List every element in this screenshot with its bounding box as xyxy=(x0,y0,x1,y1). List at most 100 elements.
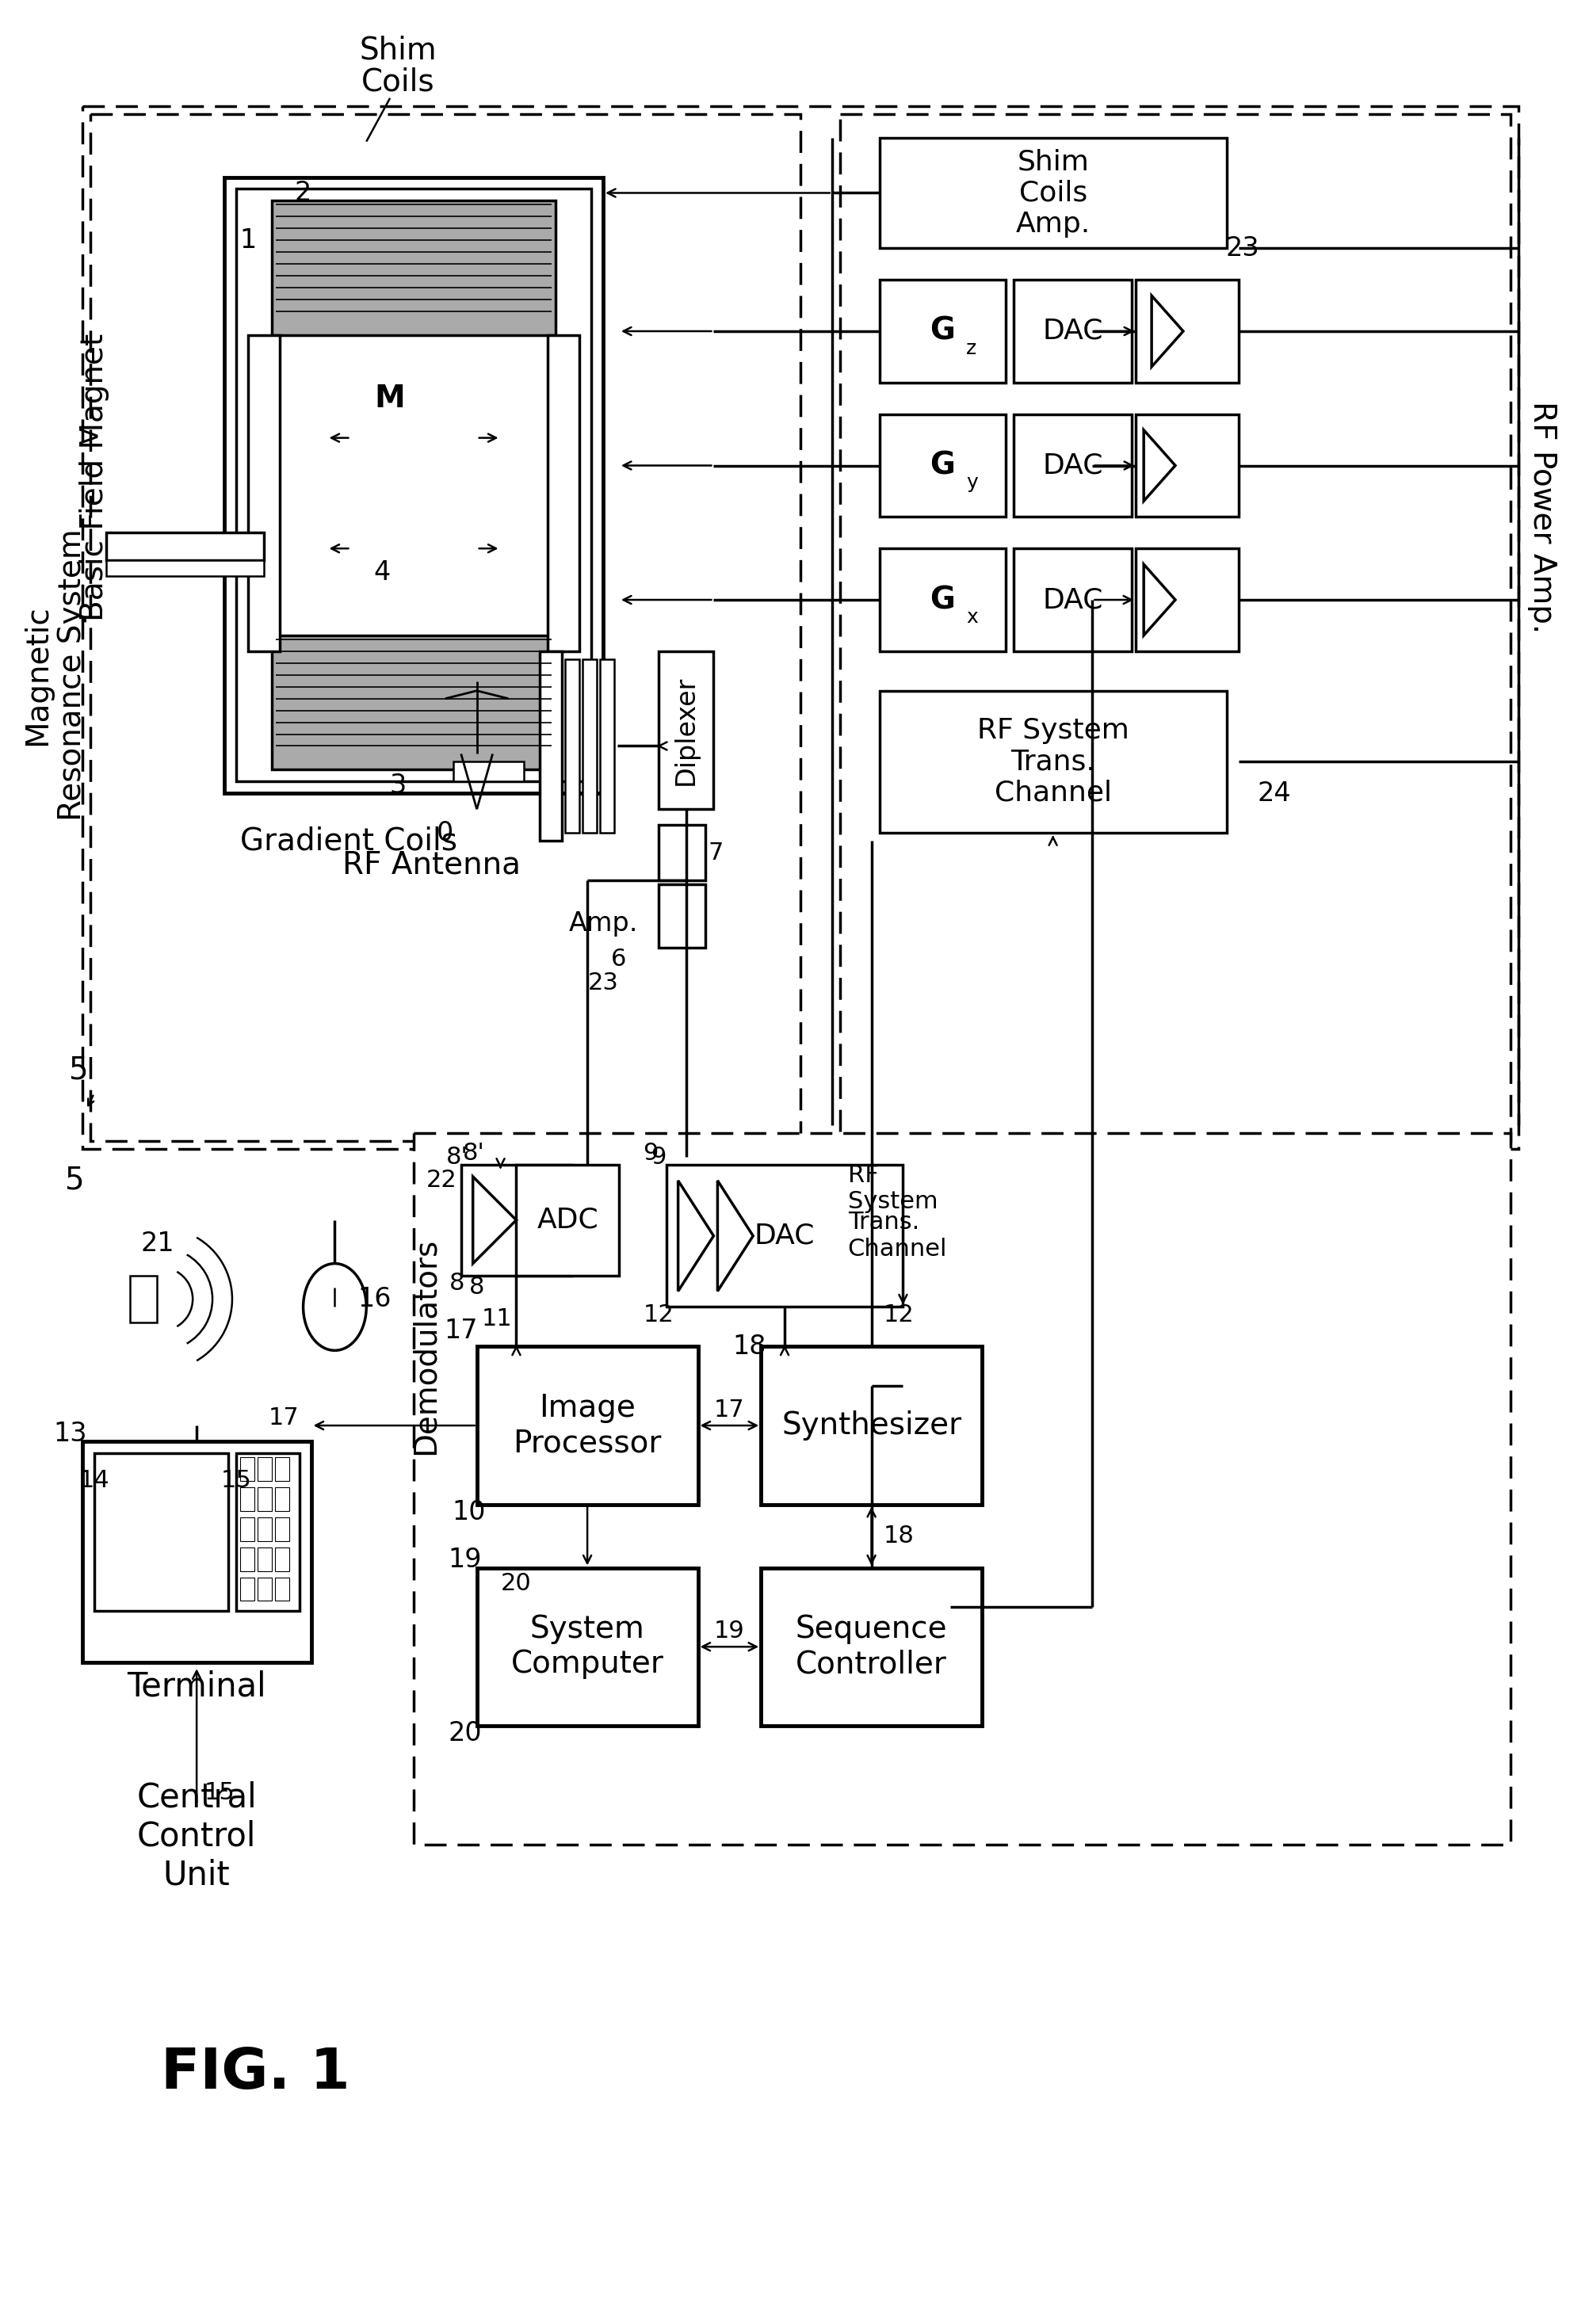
Bar xyxy=(106,560,264,576)
Text: 12: 12 xyxy=(883,1304,914,1327)
Bar xyxy=(106,532,264,560)
Text: 6: 6 xyxy=(610,948,626,971)
Bar xyxy=(257,1518,272,1541)
Text: G: G xyxy=(930,451,955,481)
Text: G: G xyxy=(930,316,955,346)
Bar xyxy=(237,1452,299,1611)
Polygon shape xyxy=(1150,295,1182,367)
Bar xyxy=(272,200,556,335)
Text: RF System
Trans.
Channel: RF System Trans. Channel xyxy=(977,718,1128,806)
Text: Diplexer: Diplexer xyxy=(672,676,699,786)
Bar xyxy=(1014,548,1131,651)
Text: DAC: DAC xyxy=(1042,318,1103,344)
Bar xyxy=(91,114,799,1141)
Bar xyxy=(94,1452,229,1611)
Bar xyxy=(240,1548,254,1571)
Text: Coils: Coils xyxy=(361,67,434,98)
Text: FIG. 1: FIG. 1 xyxy=(160,2045,350,2101)
Text: 9: 9 xyxy=(642,1141,658,1164)
Text: Central
Control
Unit: Central Control Unit xyxy=(137,1780,256,1892)
Text: Demodulators: Demodulators xyxy=(410,1239,440,1455)
Text: Shim: Shim xyxy=(359,35,437,65)
Text: Amp.: Amp. xyxy=(569,911,637,937)
Text: 23: 23 xyxy=(1225,235,1258,260)
Text: 17: 17 xyxy=(269,1406,299,1429)
Text: Sequence
Controller: Sequence Controller xyxy=(794,1615,947,1680)
Text: G: G xyxy=(930,586,955,616)
Text: Trans.
Channel: Trans. Channel xyxy=(847,1211,947,1260)
Bar xyxy=(257,1487,272,1511)
Text: 19: 19 xyxy=(448,1548,481,1573)
Bar xyxy=(275,1548,289,1571)
Text: 0: 0 xyxy=(437,820,453,846)
Text: 24: 24 xyxy=(1257,781,1290,806)
Bar xyxy=(1014,279,1131,383)
Text: 17: 17 xyxy=(713,1399,744,1422)
Text: 20: 20 xyxy=(501,1571,531,1594)
Bar xyxy=(839,114,1510,1141)
Text: 17: 17 xyxy=(443,1318,478,1343)
Bar xyxy=(272,634,556,769)
Bar xyxy=(257,1578,272,1601)
Text: 19: 19 xyxy=(713,1620,744,1643)
Bar xyxy=(83,107,1517,1148)
Text: 11: 11 xyxy=(481,1308,512,1329)
Bar xyxy=(240,1457,254,1480)
Bar xyxy=(83,1441,311,1662)
Bar xyxy=(761,1569,982,1727)
Text: DAC: DAC xyxy=(753,1222,815,1250)
Bar xyxy=(275,1578,289,1601)
Text: M: M xyxy=(375,383,405,414)
Bar xyxy=(275,1518,289,1541)
Text: 21: 21 xyxy=(140,1232,175,1257)
Polygon shape xyxy=(717,1181,753,1292)
Text: Terminal: Terminal xyxy=(127,1669,265,1703)
Text: System
Computer: System Computer xyxy=(510,1615,664,1680)
Text: 18: 18 xyxy=(883,1525,914,1548)
Text: Basic Field Magnet: Basic Field Magnet xyxy=(79,335,110,621)
Bar xyxy=(548,335,578,651)
Text: 5: 5 xyxy=(65,1167,84,1195)
Bar xyxy=(879,690,1227,832)
Text: ADC: ADC xyxy=(537,1206,597,1234)
Text: Gradient Coils: Gradient Coils xyxy=(240,825,458,855)
Polygon shape xyxy=(679,1181,713,1292)
Text: Image
Processor: Image Processor xyxy=(513,1392,661,1457)
Text: 22: 22 xyxy=(426,1169,456,1192)
Text: 20: 20 xyxy=(448,1720,481,1748)
Bar xyxy=(582,660,596,832)
Bar xyxy=(1135,279,1238,383)
Bar xyxy=(275,1457,289,1480)
Text: 8: 8 xyxy=(450,1271,464,1294)
Text: 8': 8' xyxy=(447,1146,467,1169)
Text: 1: 1 xyxy=(240,228,256,253)
Text: 16: 16 xyxy=(358,1285,391,1313)
Text: x: x xyxy=(966,609,977,627)
Bar xyxy=(477,1569,698,1727)
Bar xyxy=(566,660,578,832)
Bar xyxy=(413,1134,1510,1845)
Bar xyxy=(237,188,591,781)
Bar xyxy=(240,1487,254,1511)
Bar xyxy=(240,1578,254,1601)
Text: RF Power Amp.: RF Power Amp. xyxy=(1527,400,1557,632)
Polygon shape xyxy=(1142,565,1174,634)
Polygon shape xyxy=(472,1176,516,1264)
Text: 12: 12 xyxy=(642,1304,674,1327)
Text: RF
System: RF System xyxy=(847,1164,938,1213)
Bar xyxy=(540,651,563,841)
Text: 15: 15 xyxy=(221,1469,251,1492)
Bar xyxy=(658,651,713,809)
Text: 14: 14 xyxy=(79,1469,110,1492)
Bar xyxy=(516,1164,618,1276)
Bar xyxy=(1135,414,1238,516)
Text: 10: 10 xyxy=(451,1499,486,1525)
Text: 9: 9 xyxy=(650,1146,666,1169)
Text: DAC: DAC xyxy=(1042,453,1103,479)
Bar xyxy=(453,762,524,781)
Bar xyxy=(879,279,1006,383)
Bar xyxy=(879,548,1006,651)
Text: 18: 18 xyxy=(733,1334,766,1360)
Text: Magnetic
Resonance System: Magnetic Resonance System xyxy=(22,530,87,820)
Bar xyxy=(257,1548,272,1571)
